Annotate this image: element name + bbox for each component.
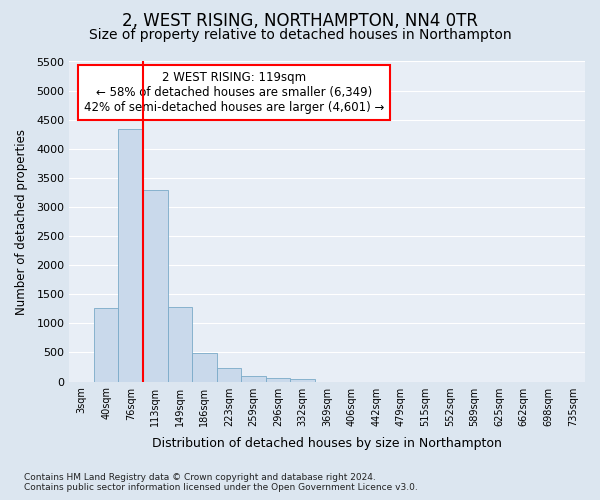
Bar (143, 190, 167, 382)
Bar (192, 353, 217, 382)
Bar (217, 368, 241, 382)
Bar (94, 308, 118, 382)
Y-axis label: Number of detached properties: Number of detached properties (15, 128, 28, 314)
Text: Contains HM Land Registry data © Crown copyright and database right 2024.
Contai: Contains HM Land Registry data © Crown c… (24, 473, 418, 492)
Bar (266, 378, 290, 382)
Bar (118, 129, 143, 382)
Bar (290, 378, 315, 382)
Text: 2 WEST RISING: 119sqm
← 58% of detached houses are smaller (6,349)
42% of semi-d: 2 WEST RISING: 119sqm ← 58% of detached … (84, 71, 385, 114)
Text: 2, WEST RISING, NORTHAMPTON, NN4 0TR: 2, WEST RISING, NORTHAMPTON, NN4 0TR (122, 12, 478, 30)
Text: Size of property relative to detached houses in Northampton: Size of property relative to detached ho… (89, 28, 511, 42)
Bar (167, 307, 192, 382)
X-axis label: Distribution of detached houses by size in Northampton: Distribution of detached houses by size … (152, 437, 502, 450)
Bar (241, 376, 266, 382)
